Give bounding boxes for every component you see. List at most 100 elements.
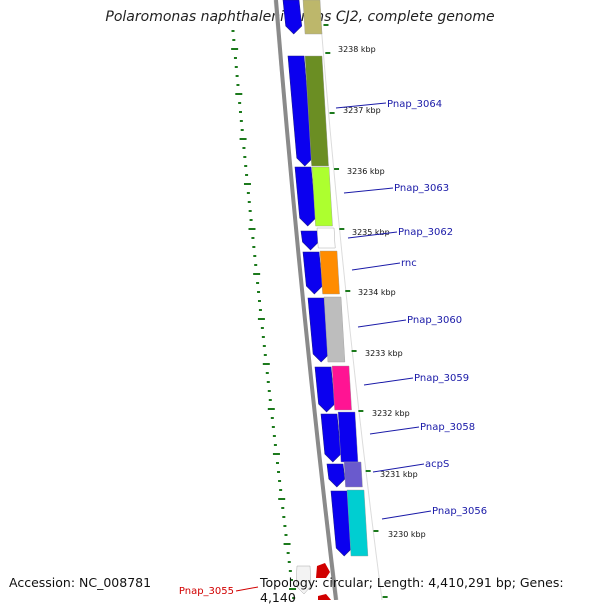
gc-dot xyxy=(262,345,266,347)
gc-dot xyxy=(281,507,285,509)
gc-dot xyxy=(289,588,297,590)
gc-dot xyxy=(247,201,251,203)
gc-dot xyxy=(272,453,280,455)
gc-dot xyxy=(254,264,258,266)
gene-leader-line xyxy=(343,187,394,194)
gc-dot xyxy=(235,75,239,77)
gc-dot xyxy=(282,516,286,518)
gene-leader-line xyxy=(363,377,414,386)
gene-label: Pnap_3064 xyxy=(387,99,442,110)
gc-dot xyxy=(238,102,242,104)
gc-dot xyxy=(249,219,253,221)
gc-dot xyxy=(244,165,248,167)
gene-leader-line xyxy=(381,510,432,520)
gc-dot xyxy=(248,210,252,212)
gene-label: Pnap_3060 xyxy=(407,315,462,326)
kbp-tick-mark xyxy=(334,168,340,170)
cds-arrow xyxy=(320,413,342,463)
gc-dot xyxy=(273,444,277,446)
topology-text: Topology: circular; Length: 4,410,291 bp… xyxy=(260,575,564,605)
gene-block xyxy=(331,365,352,411)
gene-block-pnap-3055 xyxy=(316,563,330,578)
cds-arrow xyxy=(314,366,335,413)
gene-block xyxy=(311,166,333,227)
cds-arrow xyxy=(294,166,317,227)
kbp-tick-mark xyxy=(323,24,329,26)
gc-dot xyxy=(258,309,262,311)
genome-backbone xyxy=(274,0,338,600)
gc-dot xyxy=(238,111,242,113)
kbp-tick-label: 3233 kbp xyxy=(365,349,403,358)
cds-track xyxy=(282,0,353,557)
gc-dot xyxy=(262,363,270,365)
gene-label: Pnap_3056 xyxy=(432,506,487,517)
gene-label: Pnap_3058 xyxy=(420,422,475,433)
gene-block xyxy=(318,594,331,600)
gene-block xyxy=(343,461,363,488)
gc-dot xyxy=(278,480,282,482)
kbp-tick-mark xyxy=(339,228,345,230)
gc-dot xyxy=(243,183,251,185)
gene-leader-line xyxy=(335,102,387,109)
gc-dot xyxy=(257,291,261,293)
kbp-tick-mark xyxy=(329,112,335,114)
gene-block xyxy=(316,227,336,249)
gc-dot xyxy=(243,156,247,158)
gc-dot xyxy=(235,93,243,95)
kbp-tick-labels: 3238 kbp 3237 kbp 3236 kbp 3235 kbp 3234 kbp… xyxy=(338,45,426,539)
gene-label: Pnap_3062 xyxy=(398,227,453,238)
kbp-tick-mark xyxy=(358,410,364,412)
gc-dot xyxy=(239,120,243,122)
gc-dot xyxy=(257,300,261,302)
cds-arrow xyxy=(307,297,330,363)
gc-dot xyxy=(260,327,264,329)
gc-dot xyxy=(233,57,237,59)
gene-leader-line xyxy=(357,319,407,328)
gc-dot-track xyxy=(231,30,297,599)
kbp-tick-mark xyxy=(365,470,371,472)
gene-label: Pnap_3055 xyxy=(179,586,234,597)
gc-dot xyxy=(275,462,279,464)
gc-dot xyxy=(253,273,261,275)
kbp-tick-mark xyxy=(373,530,379,532)
gc-dot xyxy=(278,498,286,500)
gene-leader-line xyxy=(235,586,259,592)
gc-dot xyxy=(266,381,270,383)
outer-ring-guide xyxy=(318,0,383,600)
kbp-tick-mark xyxy=(345,290,351,292)
gene-label: Pnap_3063 xyxy=(394,183,449,194)
kbp-tick-mark xyxy=(382,596,388,598)
gene-block xyxy=(319,250,340,295)
gc-dot xyxy=(253,255,257,257)
cds-arrow xyxy=(282,0,303,35)
kbp-tick-label: 3235 kbp xyxy=(352,228,390,237)
gc-dot xyxy=(252,246,256,248)
kbp-tick-label: 3238 kbp xyxy=(338,45,376,54)
gc-dot xyxy=(261,336,265,338)
gene-block xyxy=(323,296,346,363)
gc-dot xyxy=(234,66,238,68)
gc-dot xyxy=(246,192,250,194)
kbp-tick-label: 3234 kbp xyxy=(358,288,396,297)
gc-dot xyxy=(245,174,249,176)
gene-leader-line xyxy=(347,231,398,239)
gc-dot xyxy=(236,84,240,86)
gene-leader-line xyxy=(369,426,420,435)
gc-dot xyxy=(239,138,247,140)
gc-dot xyxy=(248,228,256,230)
kbp-tick-label: 3232 kbp xyxy=(372,409,410,418)
gc-dot xyxy=(267,408,275,410)
cds-arrow xyxy=(300,230,319,251)
gene-block-track xyxy=(295,0,369,600)
kbp-tick-label: 3236 kbp xyxy=(347,167,385,176)
gc-dot xyxy=(231,30,235,32)
gene-label: acpS xyxy=(425,459,449,470)
gc-dot xyxy=(242,147,246,149)
gc-dot xyxy=(263,354,267,356)
gene-leader-line xyxy=(351,262,401,271)
kbp-tick-mark xyxy=(325,52,331,54)
gene-block xyxy=(304,55,329,167)
kbp-tick-label: 3237 kbp xyxy=(343,106,381,115)
